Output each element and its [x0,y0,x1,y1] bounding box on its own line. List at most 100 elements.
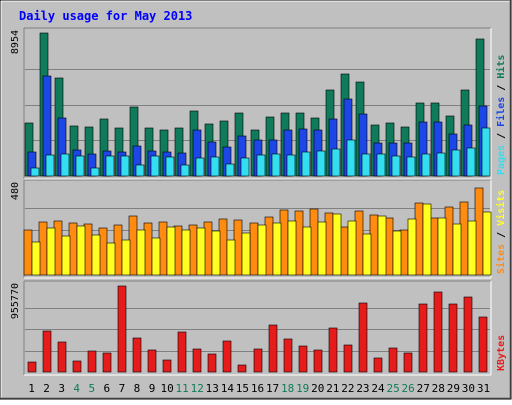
bar-pages-day-15 [240,157,250,177]
bar-kbytes-day-12 [192,348,202,373]
x-tick-day-8: 8 [134,382,141,395]
bar-sites-day-19 [302,226,312,276]
bar-pages-day-29 [451,149,461,177]
x-tick-day-24: 24 [371,382,385,395]
legend-entry: Files [495,97,507,127]
bar-visits-day-16 [249,222,259,276]
bar-pages-day-11 [180,164,190,177]
bar-pages-day-2 [45,154,55,177]
bar-sites-day-22 [347,220,357,276]
x-tick-day-6: 6 [104,382,111,395]
bar-kbytes-day-17 [268,324,278,373]
bar-sites-day-24 [377,215,387,276]
x-tick-day-14: 14 [221,382,235,395]
legend-separator: / [496,226,507,244]
bar-kbytes-day-24 [373,357,383,373]
bar-pages-day-22 [346,139,356,177]
legend: Sites / Visits [495,190,507,274]
x-tick-day-16: 16 [251,382,264,395]
bar-sites-day-31 [482,211,492,276]
bar-kbytes-day-22 [343,344,353,373]
bar-pages-day-10 [165,156,175,177]
x-tick-day-27: 27 [417,382,430,395]
bar-pages-day-25 [391,155,401,177]
bar-sites-day-14 [226,239,236,276]
bar-pages-day-4 [75,155,85,177]
legend: KBytes [496,335,507,371]
bar-kbytes-day-4 [72,360,82,373]
bar-pages-day-31 [481,127,491,177]
bar-pages-day-6 [105,155,115,177]
bar-sites-day-2 [46,227,56,276]
bar-sites-day-15 [241,232,251,276]
bar-kbytes-day-28 [433,291,443,373]
bar-sites-day-28 [437,217,447,276]
x-tick-day-29: 29 [447,382,460,395]
legend-separator: / [496,127,507,145]
bar-sites-day-4 [76,225,86,276]
bar-kbytes-day-26 [403,352,413,373]
bar-pages-day-17 [271,153,281,177]
bar-kbytes-day-8 [132,337,142,373]
x-tick-day-11: 11 [176,382,189,395]
bar-sites-day-7 [121,239,131,276]
bar-kbytes-day-13 [207,353,217,373]
x-tick-day-10: 10 [160,382,173,395]
chart-title: Daily usage for May 2013 [19,9,192,23]
bar-pages-day-26 [406,156,416,177]
panel-pages-files-hits: 8954 Pages / Files / Hits [10,27,507,180]
x-tick-day-7: 7 [119,382,126,395]
bar-sites-day-12 [196,227,206,276]
x-tick-day-22: 22 [341,382,354,395]
bar-pages-day-19 [301,151,311,177]
bar-pages-day-24 [376,153,386,177]
legend-entry: Sites [495,244,507,274]
y-max-label: 480 [10,182,21,200]
legend-entry: Pages [496,145,507,175]
bar-sites-day-11 [181,229,191,276]
bar-kbytes-day-11 [177,331,187,373]
bar-sites-day-20 [317,221,327,276]
bar-pages-day-8 [135,164,145,177]
bar-pages-day-5 [90,167,100,177]
bar-sites-day-21 [332,213,342,276]
bar-sites-day-13 [211,230,221,276]
bar-sites-day-9 [151,237,161,276]
bar-kbytes-day-5 [87,350,97,373]
bar-kbytes-day-10 [162,359,172,373]
bar-pages-day-18 [286,154,296,177]
bar-pages-day-23 [361,153,371,177]
bar-sites-day-5 [91,234,101,276]
x-tick-day-20: 20 [311,382,324,395]
x-tick-day-4: 4 [73,382,80,395]
x-tick-day-23: 23 [356,382,369,395]
bar-sites-day-30 [467,220,477,276]
bar-kbytes-day-29 [448,303,458,373]
bar-pages-day-27 [421,153,431,177]
bar-kbytes-day-25 [388,347,398,373]
bar-sites-day-10 [166,226,176,276]
panel-kbytes: 955770 KBytes [10,280,507,376]
y-max-label: 8954 [10,30,21,54]
x-tick-day-26: 26 [402,382,415,395]
bar-kbytes-day-6 [102,352,112,373]
bar-kbytes-day-7 [117,285,127,373]
legend: Pages / Files / Hits [495,55,507,175]
x-tick-day-9: 9 [149,382,156,395]
bar-kbytes-day-30 [463,296,473,373]
bar-kbytes-day-16 [253,348,263,373]
bar-kbytes-day-18 [283,338,293,373]
bar-kbytes-day-9 [147,349,157,373]
bar-pages-day-3 [60,153,70,177]
bar-pages-day-1 [30,167,40,177]
x-tick-day-30: 30 [462,382,475,395]
bar-visits-day-1 [23,229,33,276]
bar-sites-day-23 [362,233,372,276]
panel-sites-visits: 480 Sites / Visits [10,179,507,279]
x-tick-day-19: 19 [296,382,309,395]
bar-sites-day-25 [392,230,402,276]
bar-sites-day-27 [422,203,432,276]
y-max-label: 955770 [10,283,21,319]
x-tick-day-13: 13 [206,382,219,395]
